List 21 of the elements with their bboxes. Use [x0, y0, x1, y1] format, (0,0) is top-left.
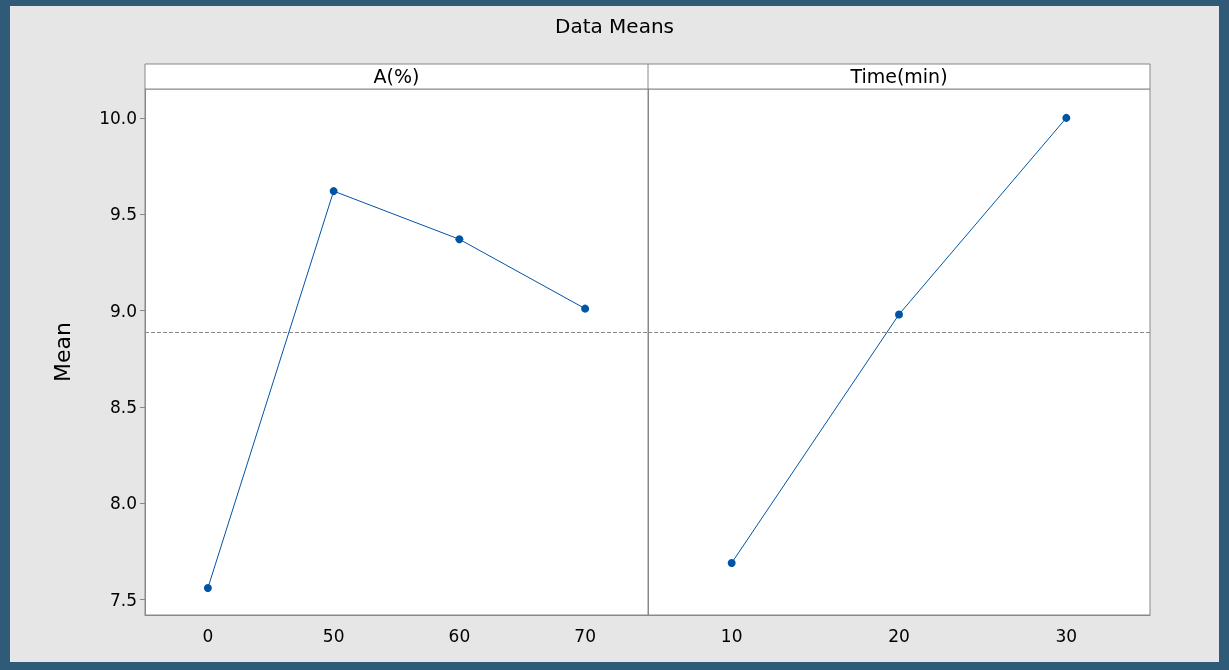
y-tick-label: 9.0: [109, 300, 137, 321]
y-tick-label: 10.0: [99, 107, 137, 128]
point: [581, 304, 590, 313]
chart-title: Time(min): [849, 65, 948, 87]
x-tick-label: 10: [720, 625, 743, 646]
y-tick-label: 8.0: [109, 493, 137, 514]
x-tick-label: 70: [574, 625, 596, 646]
y-tick-label: 7.5: [109, 589, 137, 610]
y-tick-label: 9.5: [109, 204, 137, 225]
x-tick-label: 20: [888, 625, 910, 646]
y-axis-title: Mean: [49, 322, 75, 382]
x-tick-label: 30: [1055, 625, 1078, 646]
x-tick-label: 50: [322, 625, 345, 646]
point: [203, 584, 212, 593]
x-tick-label: 60: [448, 625, 471, 646]
chart-title: A(%): [373, 65, 420, 87]
y-tick-label: 8.5: [109, 396, 137, 417]
text: Data Means: [554, 14, 675, 38]
x-tick-label: 0: [202, 625, 214, 646]
point: [329, 187, 338, 196]
point: [455, 235, 464, 244]
